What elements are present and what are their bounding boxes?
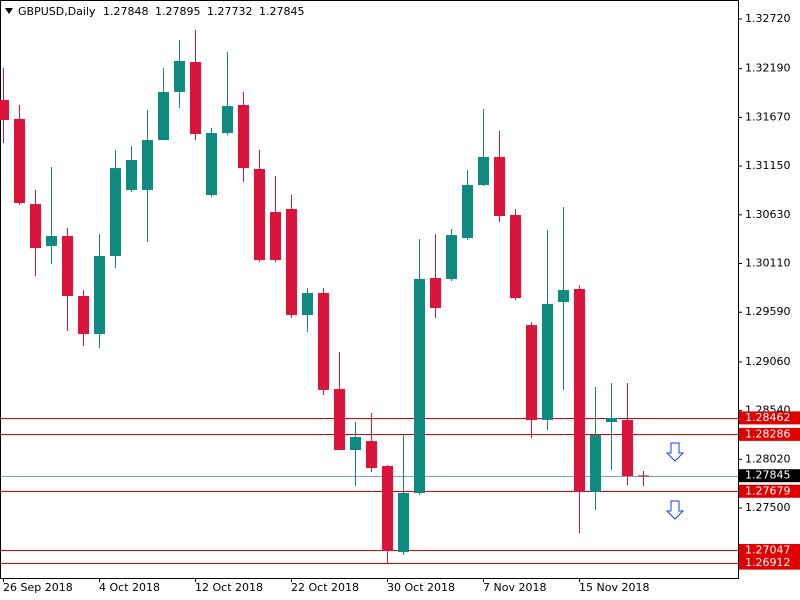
candle-body (478, 157, 489, 186)
candle-body (542, 303, 553, 421)
down-arrow (665, 442, 685, 462)
y-tick-label: 1.31150 (745, 159, 791, 172)
candle-body (142, 140, 153, 190)
price-label: 1.27845 (745, 469, 791, 482)
level-label-box (739, 543, 800, 557)
chart-title: GBPUSD,Daily (18, 5, 96, 18)
candle-body (222, 106, 233, 134)
candle-body (190, 62, 201, 135)
menu-triangle (5, 8, 13, 14)
candle-body (46, 235, 57, 247)
candle-body (334, 389, 345, 451)
candle-body (30, 204, 41, 249)
candle-body (174, 60, 185, 92)
candle-body (78, 296, 89, 335)
candle-body (526, 325, 537, 421)
y-tick-label: 1.29060 (745, 355, 791, 368)
x-tick-label: 7 Nov 2018 (483, 581, 546, 594)
candle-body (398, 493, 409, 553)
candle-body (94, 256, 105, 335)
level-label: 1.28462 (745, 411, 791, 424)
candle-body (494, 157, 505, 217)
candle-body (286, 208, 297, 316)
y-tick-label: 1.31670 (745, 110, 791, 123)
candle-body (574, 289, 585, 493)
candle-body (558, 290, 569, 303)
header-high: 1.27895 (155, 5, 201, 18)
candle-body (622, 420, 633, 476)
candle-body (606, 417, 617, 423)
candle-body (430, 278, 441, 309)
x-tick-label: 12 Oct 2018 (195, 581, 263, 594)
y-tick-label: 1.29590 (745, 305, 791, 318)
x-tick-label: 26 Sep 2018 (3, 581, 73, 594)
level-label: 1.27679 (745, 484, 791, 497)
header-open: 1.27848 (103, 5, 149, 18)
candle-body (350, 437, 361, 451)
x-tick-label: 15 Nov 2018 (579, 581, 649, 594)
candle-body (238, 105, 249, 169)
level-label-box (739, 556, 800, 570)
candle-body (62, 235, 73, 297)
plot-frame (0, 0, 739, 579)
candle-body (14, 118, 25, 204)
level-label: 1.28286 (745, 427, 791, 440)
level-label-box (739, 427, 800, 441)
y-tick-label: 1.32720 (745, 12, 791, 25)
candle-body (270, 211, 281, 261)
level-label-box (739, 484, 800, 498)
candle-body (510, 214, 521, 298)
x-tick-label: 22 Oct 2018 (291, 581, 359, 594)
x-tick-label: 4 Oct 2018 (99, 581, 160, 594)
candle-body (206, 133, 217, 196)
candle-body (254, 168, 265, 261)
candle-body (382, 466, 393, 552)
level-label-box (739, 411, 800, 425)
y-tick-label: 1.30630 (745, 208, 791, 221)
header-close: 1.27845 (259, 5, 305, 18)
candle-body (0, 100, 9, 121)
candle-body (158, 91, 169, 141)
y-tick-label: 1.32190 (745, 62, 791, 75)
candle-body (110, 168, 121, 257)
x-tick-label: 30 Oct 2018 (387, 581, 455, 594)
candle-body (318, 293, 329, 390)
y-tick-label: 1.27500 (745, 501, 791, 514)
y-tick-label: 1.30110 (745, 257, 791, 270)
candle-body (302, 293, 313, 316)
candle-body (414, 278, 425, 494)
y-tick-label: 1.28020 (745, 452, 791, 465)
candle-body (638, 475, 649, 477)
candle-body (126, 160, 137, 190)
price-label-box (739, 469, 800, 483)
candle-body (366, 441, 377, 469)
header-low: 1.27732 (207, 5, 253, 18)
candle-body (590, 435, 601, 493)
level-label: 1.26912 (745, 556, 791, 569)
candle-body (446, 235, 457, 279)
candle-body (462, 185, 473, 239)
level-label: 1.27047 (745, 543, 791, 556)
down-arrow (665, 500, 685, 520)
